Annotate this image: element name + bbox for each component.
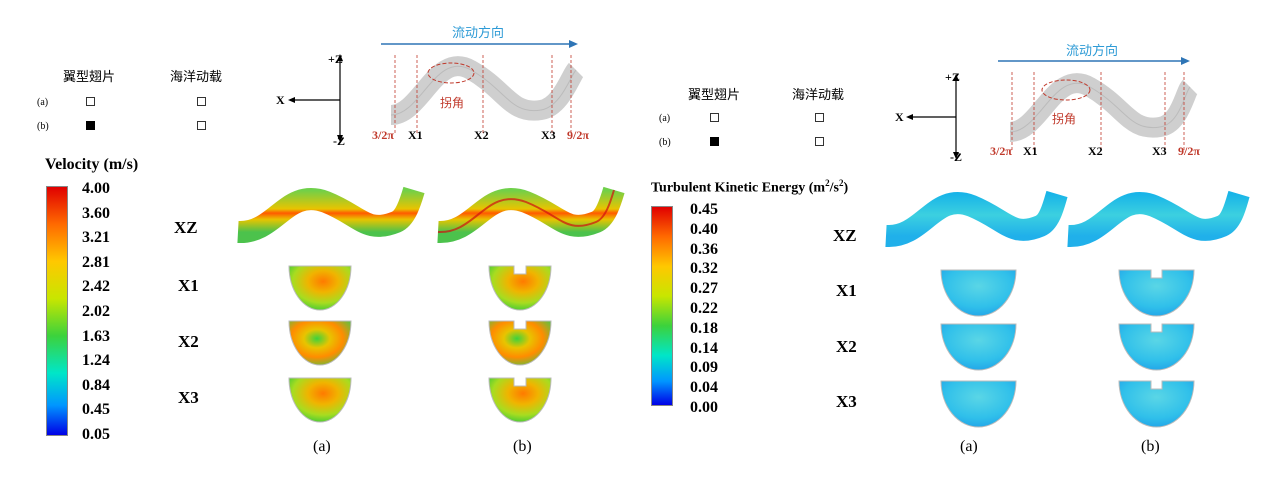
tke-tick-5: 0.22 [690, 300, 718, 317]
corner-label-right: 拐角 [1052, 112, 1077, 126]
axis-minus-z-right: -Z [950, 150, 962, 164]
legend-row-b-right: (b) [659, 137, 671, 148]
flow-direction-arrow-right [998, 57, 1190, 65]
tke-caption-b: (b) [1141, 438, 1160, 455]
velocity-tick-4: 2.42 [82, 278, 110, 296]
tke-tick-4: 0.27 [690, 280, 718, 298]
velocity-caption-a: (a) [313, 438, 331, 455]
velocity-contour-xz-b [437, 186, 625, 243]
velocity-colorbar [46, 186, 68, 436]
legend-box-b1 [86, 121, 95, 130]
pipe-schematic-left [389, 55, 585, 135]
legend-box-b1-right [710, 137, 719, 146]
legend-row-a-right: (a) [659, 113, 671, 124]
axis-plus-z-right: +Z [945, 70, 960, 84]
section-x1-label-left: X1 [408, 128, 423, 142]
tke-scale-title: Turbulent Kinetic Energy (m2/s2) [651, 178, 849, 196]
velocity-section-x3-a [288, 377, 352, 423]
velocity-row-label-x2: X2 [178, 332, 199, 351]
legend-box-a1 [86, 97, 95, 106]
section-x2-label-right: X2 [1088, 144, 1103, 158]
velocity-tick-8: 0.84 [82, 376, 110, 394]
section-x2-label-left: X2 [474, 128, 489, 142]
tke-section-x2-b [1118, 323, 1195, 371]
velocity-section-x1-a [288, 265, 352, 311]
section-x1-label-right: X1 [1023, 144, 1038, 158]
legend-col-ocean-load-right: 海洋动载 [792, 88, 845, 103]
legend-box-b2-right [815, 137, 824, 146]
tke-tick-2: 0.36 [690, 240, 718, 258]
axis-x-left: X [276, 93, 285, 107]
axis-plus-z-left: +Z [328, 52, 343, 66]
tke-contour-xz-a [885, 190, 1068, 247]
axis-arrows-right [906, 74, 959, 159]
legend-row-a: (a) [37, 97, 49, 108]
tke-tick-3: 0.32 [690, 260, 718, 278]
legend-row-b: (b) [37, 121, 49, 132]
tke-section-x2-a [940, 323, 1017, 371]
tke-contour-xz-b [1067, 190, 1250, 247]
legend-col-ocean-load: 海洋动载 [170, 70, 223, 85]
velocity-tick-2: 3.21 [82, 229, 110, 247]
legend-col-airfoil-fin-right: 翼型翅片 [688, 88, 741, 103]
velocity-tick-10: 0.05 [82, 426, 110, 443]
section-x3-label-left: X3 [541, 128, 556, 142]
tke-tick-9: 0.04 [690, 379, 718, 397]
flow-direction-arrow-left [381, 40, 578, 48]
velocity-tick-5: 2.02 [82, 303, 110, 320]
legend-box-a2 [197, 97, 206, 106]
velocity-tick-0: 4.00 [82, 180, 110, 197]
tke-tick-1: 0.40 [690, 220, 718, 238]
axis-arrows-left [288, 54, 343, 142]
axis-minus-z-left: -Z [333, 134, 345, 148]
corner-label-left: 拐角 [440, 96, 465, 110]
velocity-scale-title: Velocity (m/s) [45, 156, 139, 173]
legend-col-airfoil-fin: 翼型翅片 [63, 70, 116, 85]
tke-tick-0: 0.45 [690, 201, 718, 218]
tke-tick-8: 0.09 [690, 359, 718, 377]
section-start-label-left: 3/2π [372, 128, 394, 142]
legend-box-a1-right [710, 113, 719, 122]
section-end-label-right: 9/2π [1178, 144, 1200, 158]
velocity-tick-3: 2.81 [82, 253, 110, 271]
legend-box-b2 [197, 121, 206, 130]
velocity-tick-6: 1.63 [82, 327, 110, 345]
tke-row-label-x2: X2 [836, 337, 857, 356]
flow-direction-label-right: 流动方向 [1066, 44, 1119, 59]
velocity-contour-xz-a [237, 186, 425, 243]
axis-x-right: X [895, 110, 904, 124]
tke-colorbar [651, 206, 673, 406]
tke-section-x3-b [1118, 380, 1195, 428]
tke-caption-a: (a) [960, 438, 978, 455]
velocity-section-x3-b [488, 377, 552, 423]
tke-tick-7: 0.14 [690, 339, 718, 357]
velocity-row-label-xz: XZ [174, 218, 198, 237]
velocity-section-x2-b [488, 320, 552, 366]
section-x3-label-right: X3 [1152, 144, 1167, 158]
tke-row-label-x3: X3 [836, 392, 857, 411]
section-start-label-right: 3/2π [990, 144, 1012, 158]
pipe-schematic-right [1008, 72, 1199, 152]
velocity-tick-7: 1.24 [82, 352, 110, 370]
legend-box-a2-right [815, 113, 824, 122]
velocity-section-x1-b [488, 265, 552, 311]
tke-tick-6: 0.18 [690, 319, 718, 337]
tke-tick-10: 0.00 [690, 399, 718, 416]
velocity-row-label-x1: X1 [178, 276, 199, 295]
tke-section-x1-a [940, 269, 1017, 317]
tke-section-x1-b [1118, 269, 1195, 317]
velocity-section-x2-a [288, 320, 352, 366]
tke-section-x3-a [940, 380, 1017, 428]
velocity-row-label-x3: X3 [178, 388, 199, 407]
tke-row-label-xz: XZ [833, 226, 857, 245]
velocity-tick-9: 0.45 [82, 401, 110, 419]
velocity-caption-b: (b) [513, 438, 532, 455]
velocity-tick-1: 3.60 [82, 204, 110, 222]
flow-direction-label-left: 流动方向 [452, 26, 505, 41]
section-end-label-left: 9/2π [567, 128, 589, 142]
tke-row-label-x1: X1 [836, 281, 857, 300]
